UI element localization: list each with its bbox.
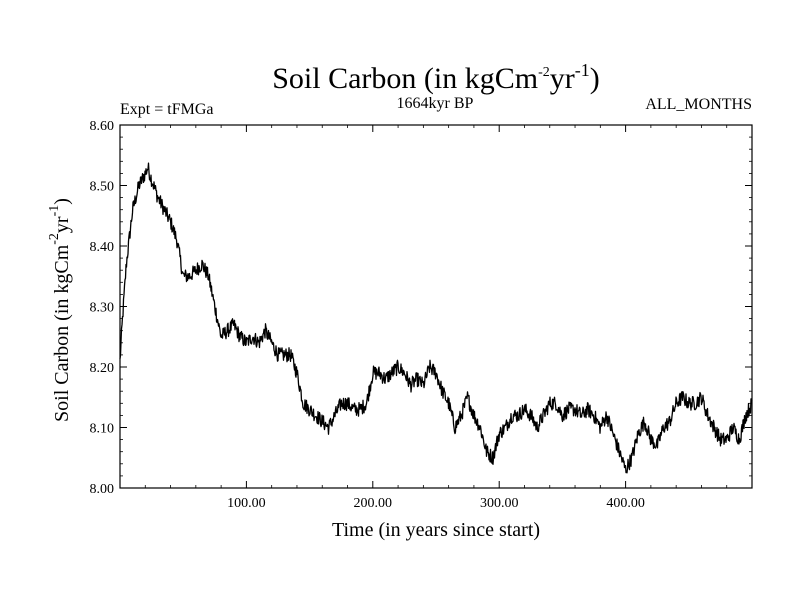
y-tick-label: 8.60 [90, 119, 115, 134]
x-tick-label: 300.00 [480, 496, 519, 511]
chart-title: Soil Carbon (in kgCm-2yr-1) [272, 60, 600, 95]
x-axis-label: Time (in years since start) [332, 519, 540, 541]
y-tick-label: 8.20 [90, 361, 115, 376]
months-label: ALL_MONTHS [645, 96, 752, 113]
y-tick-label: 8.30 [90, 301, 115, 316]
y-tick-label: 8.00 [90, 482, 115, 497]
x-tick-label: 200.00 [354, 496, 393, 511]
y-tick-label: 8.10 [90, 422, 115, 437]
plot-area: 8.00 8.10 8.20 8.30 8.40 8.50 8.60 100.00 200.00… [90, 119, 753, 511]
y-axis-label: Soil Carbon (in kgCm-2yr-1) [47, 198, 73, 422]
plot-frame [119, 124, 753, 489]
experiment-label: Expt = tFMGa [120, 101, 213, 118]
y-tick-label: 8.50 [90, 180, 115, 195]
series-line [119, 162, 753, 474]
x-tick-label: 400.00 [606, 496, 645, 511]
y-tick-label: 8.40 [90, 240, 115, 255]
period-label: 1664kyr BP [397, 95, 474, 112]
x-tick-label: 100.00 [227, 496, 266, 511]
